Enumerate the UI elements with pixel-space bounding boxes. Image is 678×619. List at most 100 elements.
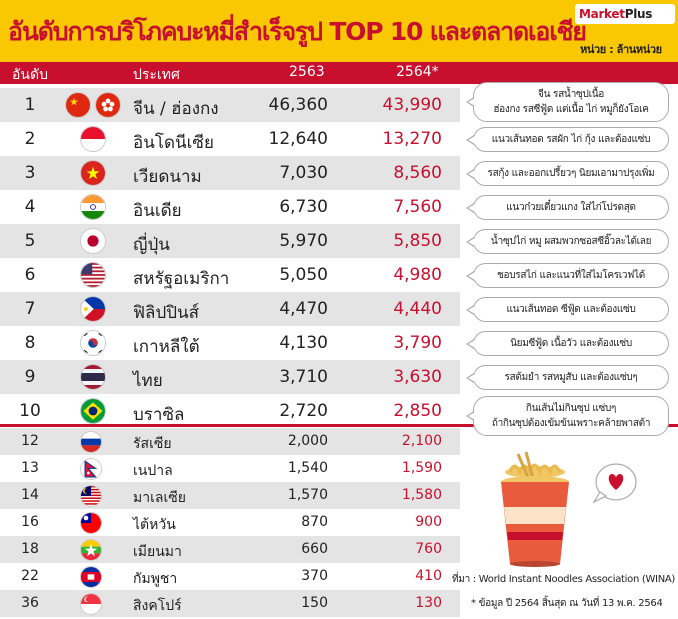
value-2563-cell: 5,050	[279, 265, 328, 285]
rank-cell: 8	[24, 333, 36, 353]
hong-kong-flag-icon	[95, 92, 121, 118]
rank-cell: 13	[21, 460, 39, 476]
country-cell: เนปาล	[133, 463, 173, 479]
taste-note-line: น้ำซุปไก่ หมู ผสมพวกซอสซีอิ๊วละได้เลย	[490, 236, 652, 247]
thailand-flag-icon	[80, 364, 106, 390]
cambodia-flag-icon	[80, 566, 102, 588]
taste-note-line: แนวก๋วยเตี๋ยวแกง ใส่ไก่โปรดสุด	[506, 202, 636, 213]
country-cell: กัมพูชา	[133, 571, 178, 587]
header-banner: อันดับการบริโภคบะหมี่สำเร็จรูป TOP 10 แล…	[0, 0, 678, 62]
taste-note-bubble: แนวเส้นทอด รสผัก ไก่ กุ้ง และต้องแซ่บ	[466, 127, 669, 152]
value-2564-cell: 1,580	[401, 487, 442, 503]
rank-cell: 5	[24, 231, 36, 251]
taste-note-line: แนวเส้นทอด รสผัก ไก่ กุ้ง และต้องแซ่บ	[491, 134, 651, 145]
rank-cell: 9	[24, 367, 36, 387]
value-2563-cell: 3,710	[279, 367, 328, 387]
value-2563-cell: 1,570	[287, 487, 328, 503]
unit-label: หน่วย : ล้านหน่วย	[580, 43, 662, 56]
value-2563-cell: 12,640	[268, 129, 328, 149]
taste-note-line: รสกุ้ง และออกเปรี้ยวๆ นิยมเอามาปรุงเพิ่ม	[487, 168, 655, 179]
value-2563-cell: 4,130	[279, 333, 328, 353]
country-cell: เมียนมา	[133, 544, 182, 560]
value-2563-cell: 150	[301, 595, 328, 611]
value-2563-cell: 5,970	[279, 231, 328, 251]
taste-note-line: แนวเส้นทอด ซีฟู้ด และต้องแซ่บ	[506, 304, 636, 315]
country-cell: เกาหลีใต้	[133, 337, 200, 357]
value-2563-cell: 6,730	[279, 197, 328, 217]
rank-cell: 14	[21, 487, 39, 503]
country-cell: จีน / ฮ่องกง	[133, 99, 219, 119]
value-2563-cell: 870	[301, 514, 328, 530]
table-row: 22 กัมพูชา 370 410	[0, 563, 460, 590]
rank-cell: 16	[21, 514, 39, 530]
country-cell: ไทย	[133, 371, 163, 391]
value-2564-cell: 410	[415, 568, 442, 584]
value-2564-cell: 130	[415, 595, 442, 611]
value-2563-cell: 4,470	[279, 299, 328, 319]
usa-flag-icon	[80, 262, 106, 288]
country-cell: ไต้หวัน	[133, 517, 176, 533]
value-2564-cell: 2,850	[393, 401, 442, 421]
value-2563-cell: 660	[301, 541, 328, 557]
rank-cell: 12	[21, 433, 39, 449]
value-2564-cell: 3,630	[393, 367, 442, 387]
taste-note-bubble: แนวก๋วยเตี๋ยวแกง ใส่ไก่โปรดสุด	[466, 195, 669, 220]
source-note: ที่มา : World Instant Noodles Associatio…	[452, 572, 675, 587]
india-flag-icon	[80, 194, 106, 220]
value-2563-cell: 2,000	[287, 433, 328, 449]
value-2564-cell: 43,990	[382, 95, 442, 115]
taste-note-bubble: ชอบรสไก่ และแนวที่ใส่ไมโครเวฟได้	[466, 263, 669, 288]
taste-note-bubble: แนวเส้นทอด ซีฟู้ด และต้องแซ่บ	[466, 297, 669, 322]
value-2564-cell: 8,560	[393, 163, 442, 183]
value-2564-cell: 1,590	[401, 460, 442, 476]
rank-cell: 36	[21, 595, 39, 611]
column-header-2563: 2563	[289, 64, 325, 80]
table-row: 7 ฟิลิปปินส์ 4,470 4,440	[0, 292, 460, 326]
country-cell: อินเดีย	[133, 201, 182, 221]
taste-note-bubble: น้ำซุปไก่ หมู ผสมพวกซอสซีอิ๊วละได้เลย	[466, 229, 669, 254]
rank-cell: 7	[24, 299, 36, 319]
rank-cell: 1	[24, 95, 36, 115]
table-row: 6 สหรัฐอเมริกา 5,050 4,980	[0, 258, 460, 292]
country-cell: บราซิล	[133, 405, 185, 425]
russia-flag-icon	[80, 431, 102, 453]
noodle-cup-icon	[501, 452, 569, 567]
taste-note-bubble: รสต้มยำ รสหมูสับ และต้องแซ่บๆ	[466, 365, 669, 390]
country-cell: ญี่ปุ่น	[133, 235, 170, 255]
rank-cell: 2	[24, 129, 36, 149]
country-cell: เวียดนาม	[133, 167, 202, 187]
rank-cell: 3	[24, 163, 36, 183]
table-row: 3 เวียดนาม 7,030 8,560	[0, 156, 460, 190]
table-row: 36 สิงคโปร์ 150 130	[0, 590, 460, 617]
table-row: 18 เมียนมา 660 760	[0, 536, 460, 563]
taste-note-bubble: กินเส้นไม่กินซุป แซ่บๆ ถ้ากินซุปต้องเข้มข…	[466, 396, 669, 436]
brand-logo: MarketPlus	[575, 4, 675, 24]
value-2564-cell: 5,850	[393, 231, 442, 251]
value-2564-cell: 4,980	[393, 265, 442, 285]
south-korea-flag-icon	[80, 330, 106, 356]
taste-note-line: ถ้ากินซุปต้องเข้มข้นเพราะคล้ายพาสต้า	[491, 418, 651, 429]
indonesia-flag-icon	[80, 126, 106, 152]
value-2563-cell: 2,720	[279, 401, 328, 421]
table-row: 14 มาเลเซีย 1,570 1,580	[0, 482, 460, 509]
value-2564-cell: 13,270	[382, 129, 442, 149]
value-2563-cell: 1,540	[287, 460, 328, 476]
page-title: อันดับการบริโภคบะหมี่สำเร็จรูป TOP 10 แล…	[8, 17, 587, 46]
table-row: 13 เนปาล 1,540 1,590	[0, 455, 460, 482]
country-cell: รัสเซีย	[133, 436, 172, 452]
table-row: 1 จีน / ฮ่องกง 46,360 43,990	[0, 88, 460, 122]
data-note: * ข้อมูล ปี 2564 สิ้นสุด ณ วันที่ 13 พ.ค…	[471, 598, 663, 609]
country-cell: สหรัฐอเมริกา	[133, 269, 230, 289]
table-row: 8 เกาหลีใต้ 4,130 3,790	[0, 326, 460, 360]
column-header-2564: 2564*	[396, 64, 439, 80]
country-cell: ฟิลิปปินส์	[133, 303, 200, 323]
value-2563-cell: 7,030	[279, 163, 328, 183]
table-row: 12 รัสเซีย 2,000 2,100	[0, 428, 460, 455]
singapore-flag-icon	[80, 593, 102, 615]
table-row: 16 ไต้หวัน 870 900	[0, 509, 460, 536]
brazil-flag-icon	[80, 398, 106, 424]
philippines-flag-icon	[80, 296, 106, 322]
heart-icon	[592, 463, 637, 504]
value-2564-cell: 2,100	[401, 433, 442, 449]
china-flag-icon	[65, 92, 91, 118]
